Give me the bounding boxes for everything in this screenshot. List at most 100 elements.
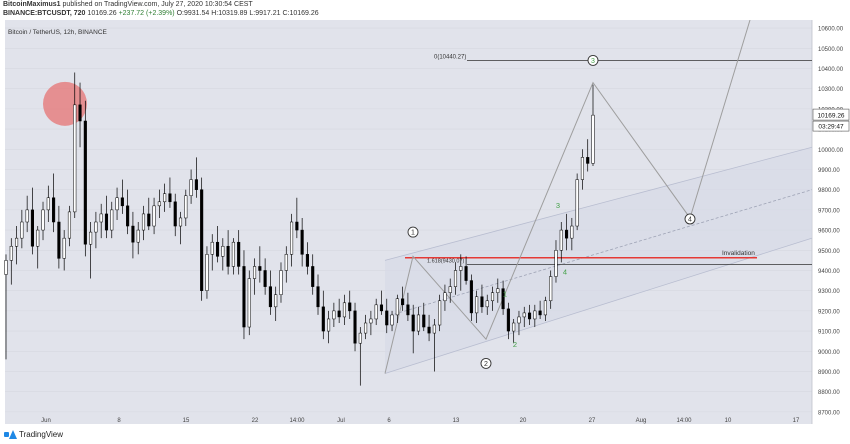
candle-body: [496, 288, 500, 293]
candle-body: [226, 245, 230, 267]
candle-body: [83, 120, 87, 245]
candle-body: [274, 294, 278, 308]
candle-body: [332, 310, 336, 320]
y-tick-label: 10000.00: [818, 148, 844, 154]
candle-body: [432, 324, 436, 334]
y-tick-label: 9700.00: [818, 208, 840, 214]
x-tick-label: Jul: [337, 418, 345, 424]
candle-body: [115, 197, 119, 211]
x-tick-label: 10: [725, 418, 732, 424]
candle-body: [41, 209, 45, 231]
candle-body: [570, 225, 574, 239]
candle-body: [305, 254, 309, 267]
invalidation-label: Invalidation: [722, 250, 755, 257]
countdown-badge: [812, 120, 850, 132]
candle-body: [189, 179, 193, 196]
y-tick-label: 8800.00: [818, 390, 840, 396]
fib-0-label: 0(10440.27): [434, 54, 466, 60]
candle-body: [4, 260, 8, 275]
candle-body: [549, 276, 553, 302]
candle-body: [416, 314, 421, 332]
channel-lower-line: [384, 237, 813, 374]
candle-body: [141, 213, 146, 231]
price-chart[interactable]: 10600.0010500.0010400.0010300.0010200.00…: [0, 20, 850, 430]
x-tick-label: 14:00: [676, 418, 692, 424]
x-tick-label: 8: [117, 418, 121, 424]
x-tick-label: 20: [520, 418, 527, 424]
candle-body: [126, 205, 130, 227]
candle-body: [533, 310, 537, 320]
x-tick-label: 17: [793, 418, 800, 424]
candle-body: [453, 270, 458, 287]
candle-body: [554, 250, 558, 277]
y-tick-label: 9000.00: [818, 350, 840, 356]
x-tick-label: 6: [387, 418, 391, 424]
candle-body: [290, 221, 294, 255]
candle-body: [67, 211, 72, 239]
candle-body: [395, 298, 399, 316]
tradingview-logo-icon: [4, 430, 17, 439]
candle-body: [543, 300, 547, 316]
candle-body: [78, 104, 82, 122]
candle-body: [538, 310, 542, 316]
candle-body: [448, 286, 452, 293]
symbol-name: BINANCE:BTCUSDT, 720: [3, 10, 86, 17]
candle-body: [30, 209, 34, 247]
author-name[interactable]: BitcoinMaximus1: [3, 1, 61, 8]
y-tick-label: 9100.00: [818, 330, 840, 336]
candle-body: [178, 217, 183, 227]
candle-body: [522, 312, 526, 318]
candle-body: [221, 245, 225, 257]
candle-body: [36, 229, 40, 247]
candle-body: [369, 318, 373, 324]
price-change: +237.72 (+2.39%): [118, 10, 175, 17]
candle-body: [342, 302, 347, 318]
symbol-info: BINANCE:BTCUSDT, 720 10169.26 +237.72 (+…: [3, 10, 319, 17]
candle-body: [89, 231, 93, 245]
ohlc-values: O:9931.54 H:10319.89 L:9917.21 C:10169.2…: [176, 10, 319, 17]
candle-body: [459, 266, 463, 271]
y-tick-label: 10500.00: [818, 47, 844, 53]
candle-body: [485, 300, 489, 308]
y-tick-label: 9600.00: [818, 229, 840, 235]
candle-body: [168, 193, 172, 203]
y-tick-label: 9900.00: [818, 168, 840, 174]
candle-body: [358, 332, 362, 344]
candle-body: [311, 266, 315, 287]
candle-body: [9, 245, 13, 261]
subwave-label: 2: [513, 340, 517, 349]
candle-body: [316, 286, 320, 308]
elliott-wave-path: [384, 20, 751, 374]
y-tick-label: 9300.00: [818, 289, 840, 295]
candle-body: [390, 314, 394, 326]
candle-body: [237, 241, 241, 267]
candle-body: [401, 298, 405, 306]
candle-body: [247, 278, 251, 328]
candle-body: [300, 229, 304, 255]
publish-info: BitcoinMaximus1 published on TradingView…: [3, 1, 253, 8]
candle-body: [565, 229, 569, 239]
x-tick-label: 13: [453, 418, 460, 424]
wave-marker-label: 3: [591, 58, 595, 65]
candle-body: [231, 241, 235, 267]
y-tick-label: 10300.00: [818, 87, 844, 93]
publish-text: published on TradingView.com, July 27, 2…: [62, 1, 253, 8]
y-tick-label: 9500.00: [818, 249, 840, 255]
y-tick-label: 9400.00: [818, 269, 840, 275]
y-tick-label: 9200.00: [818, 309, 840, 315]
candle-body: [580, 157, 584, 180]
wave-marker-circle: [480, 357, 492, 369]
candle-body: [258, 266, 262, 271]
candle-body: [268, 286, 272, 308]
candle-body: [52, 197, 56, 223]
wave-marker-label: 2: [484, 361, 488, 368]
candle-body: [25, 209, 29, 223]
candle-body: [464, 266, 468, 281]
candle-body: [559, 229, 563, 251]
candle-body: [62, 237, 66, 259]
last-price: 10169.26: [87, 10, 117, 17]
candle-body: [295, 221, 299, 231]
candle-body: [501, 288, 505, 310]
subwave-label: 4: [563, 268, 567, 277]
candle-body: [205, 254, 209, 291]
